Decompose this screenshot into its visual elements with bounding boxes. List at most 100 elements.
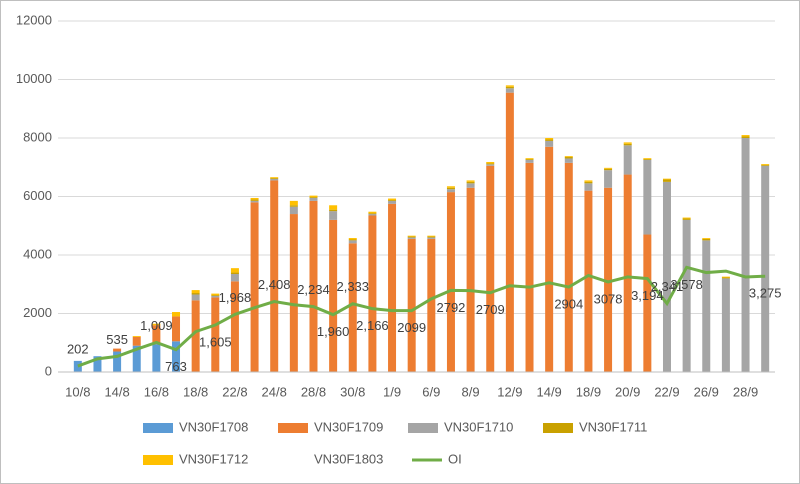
bar-segment: [564, 162, 573, 372]
x-tick-label: 28/8: [301, 384, 326, 399]
y-tick-label: 8000: [23, 129, 52, 144]
bar-segment: [309, 197, 318, 201]
bar-segment: [427, 238, 436, 372]
bar-segment: [230, 268, 239, 273]
bar-segment: [407, 238, 416, 372]
bar-segment: [270, 178, 279, 181]
bar-segment: [545, 139, 554, 141]
bar-segment: [505, 86, 514, 89]
legend-swatch: [278, 455, 308, 465]
data-label: 1,009: [140, 318, 173, 333]
bar-segment: [486, 161, 495, 164]
bar-segment: [721, 278, 730, 372]
bar-segment: [505, 92, 514, 372]
bar-segment: [132, 336, 141, 346]
bar-segment: [486, 165, 495, 372]
bar-segment: [132, 345, 141, 372]
bar-segment: [329, 211, 338, 220]
bar-segment: [329, 219, 338, 372]
x-tick-label: 14/9: [536, 384, 561, 399]
bar-segment: [172, 341, 181, 372]
bar-segment: [250, 199, 259, 201]
bar-segment: [427, 237, 436, 239]
bar-segment: [309, 195, 318, 198]
bar-segment: [388, 200, 397, 204]
data-label: 2,166: [356, 318, 389, 333]
data-label: 1,605: [199, 334, 232, 349]
bar-segment: [113, 348, 122, 352]
x-tick-label: 8/9: [462, 384, 480, 399]
bar-segment: [348, 243, 357, 372]
bar-segment: [643, 158, 652, 160]
bar-segment: [623, 145, 632, 175]
bar-segment: [368, 213, 377, 215]
bar-segment: [230, 281, 239, 372]
bar-segment: [643, 159, 652, 160]
bar-segment: [466, 181, 475, 184]
bar-segment: [741, 138, 750, 372]
bar-segment: [741, 135, 750, 137]
bar-segment: [407, 237, 416, 239]
bar-segment: [289, 200, 298, 206]
bar-segment: [662, 179, 671, 182]
legend-swatch: [543, 423, 573, 433]
legend-swatch: [143, 423, 173, 433]
bar-segment: [191, 290, 200, 294]
x-tick-label: 24/8: [262, 384, 287, 399]
bar-segment: [152, 323, 161, 326]
bar-segment: [368, 211, 377, 214]
bar-segment: [368, 215, 377, 372]
bar-segment: [427, 235, 436, 237]
legend-label: OI: [448, 451, 462, 466]
bar-segment: [152, 344, 161, 372]
bar-segment: [623, 143, 632, 146]
bar-segment: [172, 316, 181, 342]
y-tick-label: 2000: [23, 305, 52, 320]
bar-segment: [761, 164, 770, 166]
y-tick-label: 4000: [23, 246, 52, 261]
line: [77, 265, 766, 368]
bar-segment: [584, 190, 593, 372]
x-tick-label: 18/8: [183, 384, 208, 399]
bar-segment: [93, 356, 102, 372]
bar-segment: [270, 180, 279, 372]
bar-segment: [388, 200, 397, 201]
bar-segment: [604, 168, 613, 171]
bar-segment: [211, 295, 220, 298]
bar-segment: [623, 142, 632, 144]
bar-segment: [662, 181, 671, 372]
bar-segment: [721, 277, 730, 279]
bar-segment: [348, 239, 357, 241]
x-tick-label: 20/9: [615, 384, 640, 399]
bar-segment: [604, 187, 613, 372]
legend-label: VN30F1708: [179, 419, 248, 434]
bar-segment: [702, 238, 711, 239]
y-tick-label: 6000: [23, 188, 52, 203]
data-label: 2792: [436, 300, 465, 315]
bar-segment: [230, 272, 239, 275]
bar-segment: [407, 235, 416, 237]
bar-segment: [702, 240, 711, 372]
bar-segment: [348, 240, 357, 244]
y-tick-label: 0: [45, 363, 52, 378]
bar-segment: [545, 146, 554, 372]
bar-segment: [761, 164, 770, 165]
bar-segment: [427, 236, 436, 238]
bar-segment: [584, 180, 593, 182]
bar-segment: [702, 238, 711, 241]
data-label: 535: [106, 332, 128, 347]
x-tick-label: 22/9: [654, 384, 679, 399]
bar-segment: [329, 205, 338, 210]
bar-segment: [525, 159, 534, 163]
bar-segment: [525, 162, 534, 372]
bar-segment: [584, 181, 593, 184]
bar-segment: [348, 238, 357, 240]
legend-swatch: [143, 455, 173, 465]
bar-segment: [643, 234, 652, 372]
bar-segment: [525, 159, 534, 160]
bar-segment: [446, 189, 455, 193]
x-tick-label: 6/9: [422, 384, 440, 399]
data-label: 202: [67, 342, 89, 357]
bar-segment: [270, 177, 279, 179]
bar-segment: [761, 165, 770, 372]
